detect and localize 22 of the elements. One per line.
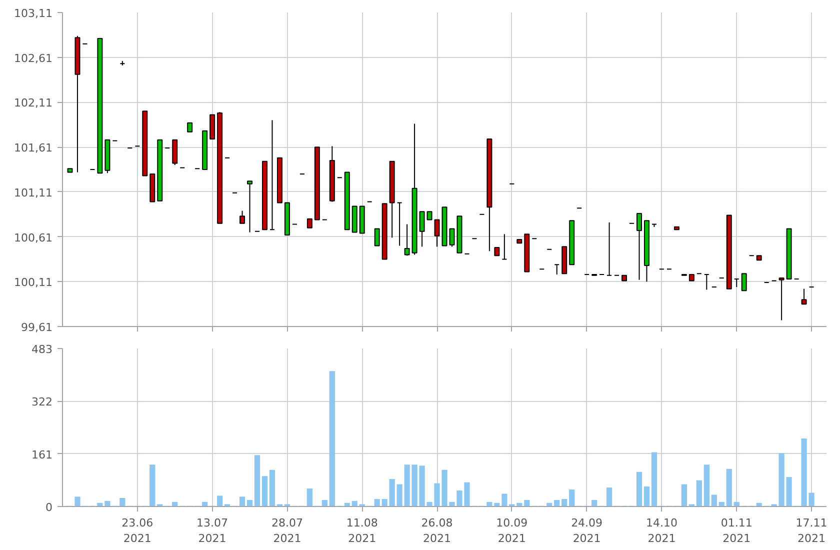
x-tick-label: 14.10 2021 — [646, 516, 678, 546]
x-tick-label: 28.07 2021 — [271, 516, 303, 546]
x-tick-label: 26.08 2021 — [421, 516, 453, 546]
x-tick-label: 11.08 2021 — [346, 516, 378, 546]
x-tick-label: 10.09 2021 — [496, 516, 528, 546]
y-tick-label: 103,11 — [14, 7, 53, 20]
y-tick-label: 101,61 — [14, 142, 53, 155]
x-tick-label: 01.11 2021 — [720, 516, 752, 546]
x-tick-label: 13.07 2021 — [196, 516, 228, 546]
y-tick-label: 0 — [46, 501, 52, 514]
y-tick-label: 322 — [32, 396, 53, 409]
y-tick-label: 102,61 — [14, 52, 53, 65]
y-tick-label: 101,11 — [14, 186, 53, 200]
y-tick-label: 99,61 — [21, 321, 53, 334]
y-tick-label: 483 — [32, 343, 53, 356]
y-tick-label: 100,11 — [14, 276, 53, 290]
y-tick-label: 100,61 — [14, 231, 53, 244]
x-tick-label: 24.09 2021 — [571, 516, 603, 546]
y-tick-label: 102,11 — [14, 96, 53, 110]
y-tick-label: 161 — [32, 448, 53, 462]
x-tick-label: 23.06 2021 — [122, 516, 154, 546]
x-tick-label: 17.11 2021 — [796, 516, 828, 546]
